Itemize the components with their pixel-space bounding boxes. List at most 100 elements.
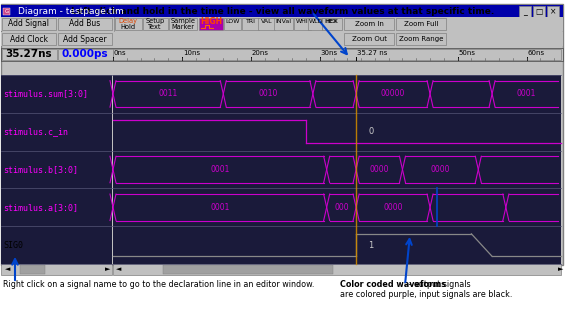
Text: 0.000ps: 0.000ps bbox=[62, 49, 108, 59]
Text: Zoom Out: Zoom Out bbox=[351, 36, 386, 42]
Text: 0000: 0000 bbox=[383, 203, 403, 212]
Bar bbox=[2, 18, 56, 30]
Text: Marker: Marker bbox=[172, 24, 194, 30]
Text: 0011: 0011 bbox=[159, 89, 178, 99]
Bar bbox=[533, 6, 545, 17]
Text: ×: × bbox=[550, 7, 556, 16]
Text: 1: 1 bbox=[368, 241, 373, 250]
Text: Delay: Delay bbox=[119, 18, 137, 24]
Text: LOW: LOW bbox=[225, 19, 240, 25]
Text: HEX: HEX bbox=[325, 19, 338, 25]
Text: Setup: Setup bbox=[145, 18, 164, 24]
Text: Hold: Hold bbox=[120, 24, 136, 30]
Text: 0001: 0001 bbox=[517, 89, 536, 99]
Bar bbox=[1, 264, 112, 275]
Bar bbox=[1, 75, 112, 264]
Text: ►: ► bbox=[558, 266, 563, 273]
Text: 10ns: 10ns bbox=[183, 50, 200, 56]
Bar bbox=[3, 8, 10, 15]
Bar bbox=[1, 17, 563, 31]
Text: _: _ bbox=[523, 7, 527, 16]
Text: 30ns: 30ns bbox=[321, 50, 338, 56]
Bar bbox=[547, 6, 559, 17]
Text: stimulus.b[3:0]: stimulus.b[3:0] bbox=[3, 165, 78, 174]
Text: 0000: 0000 bbox=[431, 165, 450, 174]
Bar bbox=[396, 33, 446, 45]
Text: 0001: 0001 bbox=[210, 203, 229, 212]
Bar bbox=[1, 48, 563, 61]
Text: ►: ► bbox=[105, 266, 110, 273]
Text: TRI: TRI bbox=[246, 19, 255, 25]
Bar bbox=[20, 265, 45, 274]
Bar bbox=[115, 18, 142, 30]
Bar bbox=[2, 49, 57, 60]
Text: 0000: 0000 bbox=[370, 165, 389, 174]
Text: ◄: ◄ bbox=[116, 266, 121, 273]
Bar bbox=[1, 5, 563, 18]
Bar bbox=[519, 6, 531, 17]
Bar bbox=[1, 32, 563, 46]
Bar bbox=[396, 18, 446, 30]
Text: 35.27 ns: 35.27 ns bbox=[357, 50, 388, 56]
Text: stimulus.sum[3:0]: stimulus.sum[3:0] bbox=[3, 89, 88, 99]
Text: INVal: INVal bbox=[276, 19, 292, 25]
Text: WLD: WLD bbox=[309, 19, 324, 25]
Bar bbox=[322, 18, 339, 30]
Text: Color coded waveforms: Color coded waveforms bbox=[340, 280, 446, 289]
Text: Zoom Full: Zoom Full bbox=[404, 21, 438, 27]
Bar bbox=[113, 264, 561, 275]
Bar bbox=[113, 49, 561, 60]
Text: G: G bbox=[5, 9, 9, 14]
Text: 20ns: 20ns bbox=[252, 50, 269, 56]
Bar bbox=[58, 49, 113, 60]
Bar bbox=[344, 18, 394, 30]
Text: HIGH: HIGH bbox=[200, 17, 222, 26]
Text: Add Clock: Add Clock bbox=[10, 35, 48, 44]
Text: Zoom In: Zoom In bbox=[355, 21, 384, 27]
Bar bbox=[242, 18, 259, 30]
Bar bbox=[322, 18, 342, 30]
Text: Add Signal: Add Signal bbox=[8, 19, 50, 28]
Text: HEX: HEX bbox=[324, 19, 337, 25]
Text: 50ns: 50ns bbox=[459, 50, 476, 56]
Text: 0010: 0010 bbox=[258, 89, 278, 99]
Text: Diagram - testpage.tim: Diagram - testpage.tim bbox=[18, 7, 124, 16]
Text: - output signals: - output signals bbox=[406, 280, 471, 289]
Text: Sample: Sample bbox=[171, 18, 195, 24]
Text: 0ns: 0ns bbox=[114, 50, 127, 56]
Text: Add Spacer: Add Spacer bbox=[63, 35, 107, 44]
Bar bbox=[2, 33, 56, 45]
Text: are colored purple, input signals are black.: are colored purple, input signals are bl… bbox=[340, 290, 512, 299]
Text: SIG0: SIG0 bbox=[3, 241, 23, 250]
Bar bbox=[294, 18, 311, 30]
Bar bbox=[199, 18, 223, 30]
Text: □: □ bbox=[536, 7, 542, 16]
Text: stimulus.c_in: stimulus.c_in bbox=[3, 127, 68, 136]
Text: 0: 0 bbox=[368, 127, 373, 136]
Text: Left click and hold in the time line - view all waveform values at that specific: Left click and hold in the time line - v… bbox=[71, 7, 494, 16]
Bar bbox=[58, 33, 112, 45]
Text: Add Bus: Add Bus bbox=[69, 19, 101, 28]
Text: VAL: VAL bbox=[260, 19, 272, 25]
Text: Right click on a signal name to go to the declaration line in an editor window.: Right click on a signal name to go to th… bbox=[3, 280, 314, 289]
Text: WHI: WHI bbox=[296, 19, 309, 25]
Text: 00000: 00000 bbox=[381, 89, 405, 99]
Bar bbox=[58, 18, 112, 30]
Bar bbox=[113, 75, 561, 264]
Bar bbox=[258, 18, 275, 30]
Text: Text: Text bbox=[148, 24, 162, 30]
Text: 60ns: 60ns bbox=[528, 50, 545, 56]
Bar bbox=[143, 18, 168, 30]
Bar bbox=[169, 18, 197, 30]
Bar bbox=[274, 18, 293, 30]
Bar bbox=[224, 18, 241, 30]
Bar bbox=[1, 4, 563, 265]
Text: Zoom Range: Zoom Range bbox=[399, 36, 443, 42]
Text: 000: 000 bbox=[334, 203, 349, 212]
Bar bbox=[344, 33, 394, 45]
Text: stimulus.a[3:0]: stimulus.a[3:0] bbox=[3, 203, 78, 212]
Text: 35.27ns: 35.27ns bbox=[6, 49, 53, 59]
Text: 0001: 0001 bbox=[210, 165, 229, 174]
Bar bbox=[308, 18, 325, 30]
Bar bbox=[163, 265, 333, 274]
